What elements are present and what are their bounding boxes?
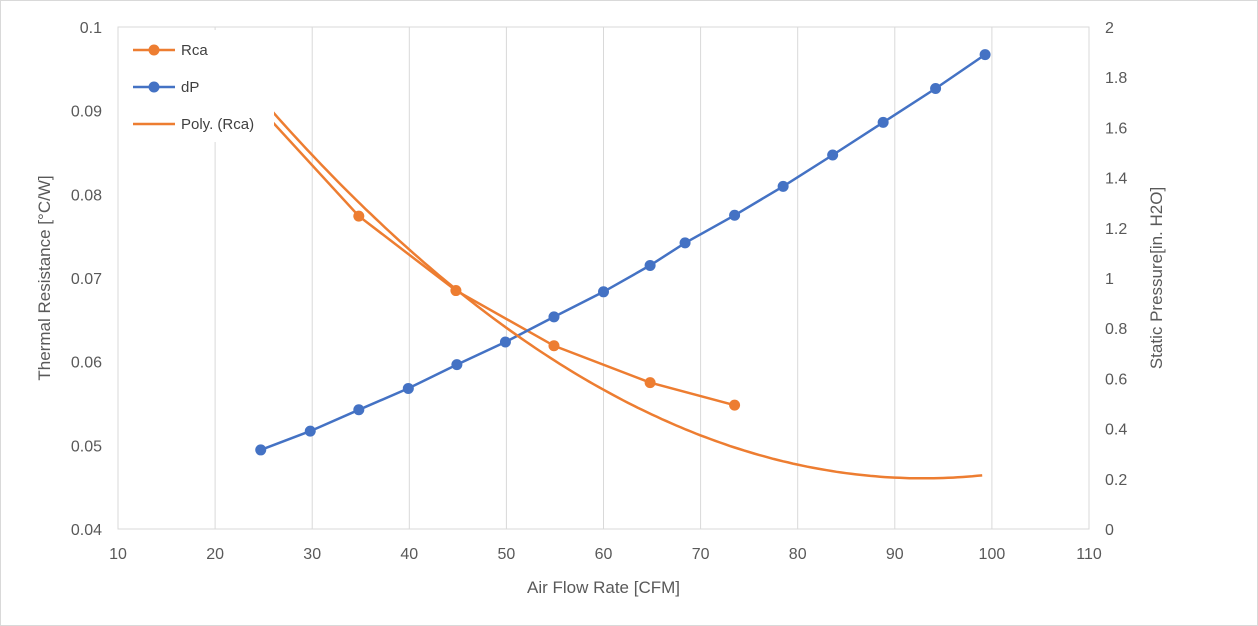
y2-tick-label: 1.2	[1105, 221, 1127, 238]
data-point	[877, 116, 889, 128]
series-line	[260, 53, 986, 452]
legend-label: Rca	[181, 42, 208, 59]
data-point	[729, 399, 741, 411]
y2-axis-title: Static Pressure[in. H2O]	[1147, 187, 1166, 369]
data-point	[598, 286, 609, 298]
legend-item: Poly. (Rca)	[133, 116, 254, 133]
series-rca	[258, 106, 741, 411]
data-point	[255, 444, 267, 456]
x-tick-label: 100	[979, 546, 1006, 563]
y2-tick-label: 1.6	[1105, 120, 1127, 137]
data-point	[353, 210, 365, 222]
legend: Rca dP Poly. (Rca)	[122, 30, 274, 142]
x-tick-label: 20	[206, 546, 224, 563]
data-point	[353, 404, 365, 416]
data-point	[548, 340, 560, 352]
series-dp	[255, 49, 991, 456]
x-tick-label: 80	[789, 546, 807, 563]
legend-label: dP	[181, 79, 199, 96]
data-point	[644, 377, 656, 389]
data-point	[548, 311, 560, 323]
series-line	[262, 111, 735, 407]
x-tick-label: 10	[109, 546, 127, 563]
y2-tick-label: 0	[1105, 522, 1114, 539]
data-point	[979, 49, 991, 61]
series-poly-rca-	[262, 100, 983, 480]
y2-tick-label: 0.2	[1105, 472, 1127, 489]
y-tick-label: 0.08	[71, 187, 102, 204]
trendline	[262, 100, 983, 480]
y2-tick-label: 0.8	[1105, 321, 1127, 338]
data-point	[451, 359, 463, 371]
x-tick-label: 30	[303, 546, 321, 563]
y-tick-label: 0.1	[80, 20, 102, 37]
legend-item: dP	[133, 79, 199, 96]
legend-swatch-marker	[148, 44, 160, 56]
x-tick-label: 60	[595, 546, 613, 563]
data-point	[729, 209, 741, 221]
y2-tick-label: 0.6	[1105, 371, 1127, 388]
data-point	[827, 149, 839, 161]
x-tick-label: 90	[886, 546, 904, 563]
y2-tick-label: 2	[1105, 20, 1114, 37]
y-tick-label: 0.06	[71, 355, 102, 372]
data-point	[644, 259, 656, 271]
x-tick-label: 70	[692, 546, 710, 563]
legend-item: Rca	[133, 42, 208, 59]
series-layer	[255, 49, 991, 480]
data-point	[777, 180, 789, 192]
y-axis-title: Thermal Resistance [°C/W]	[35, 175, 54, 380]
y-tick-label: 0.05	[71, 438, 102, 455]
x-tick-label: 40	[400, 546, 418, 563]
y2-axis-ticks: 0 0.2 0.4 0.6 0.8 1 1.2 1.4 1.6 1.8 2	[1105, 20, 1127, 539]
y-tick-label: 0.07	[71, 271, 102, 288]
legend-label: Poly. (Rca)	[181, 116, 254, 133]
x-axis-ticks: 10 20 30 40 50 60 70 80 90 100 110	[109, 546, 1102, 563]
x-tick-label: 50	[498, 546, 516, 563]
data-point	[304, 425, 316, 437]
x-tick-label: 110	[1076, 546, 1102, 563]
y2-tick-label: 1	[1105, 271, 1114, 288]
data-point	[679, 237, 691, 249]
y-tick-label: 0.04	[71, 522, 102, 539]
data-point	[930, 82, 942, 94]
plot-area-border	[117, 26, 1090, 530]
x-axis-title: Air Flow Rate [CFM]	[527, 578, 680, 597]
y-axis-ticks: 0.04 0.05 0.06 0.07 0.08 0.09 0.1	[71, 20, 102, 539]
y2-tick-label: 0.4	[1105, 422, 1127, 439]
y-tick-label: 0.09	[71, 104, 102, 121]
y2-tick-label: 1.8	[1105, 70, 1127, 87]
legend-swatch-marker	[148, 81, 160, 93]
gridlines	[214, 27, 993, 529]
data-point	[499, 336, 511, 348]
data-point	[402, 382, 414, 394]
y2-tick-label: 1.4	[1105, 171, 1127, 188]
